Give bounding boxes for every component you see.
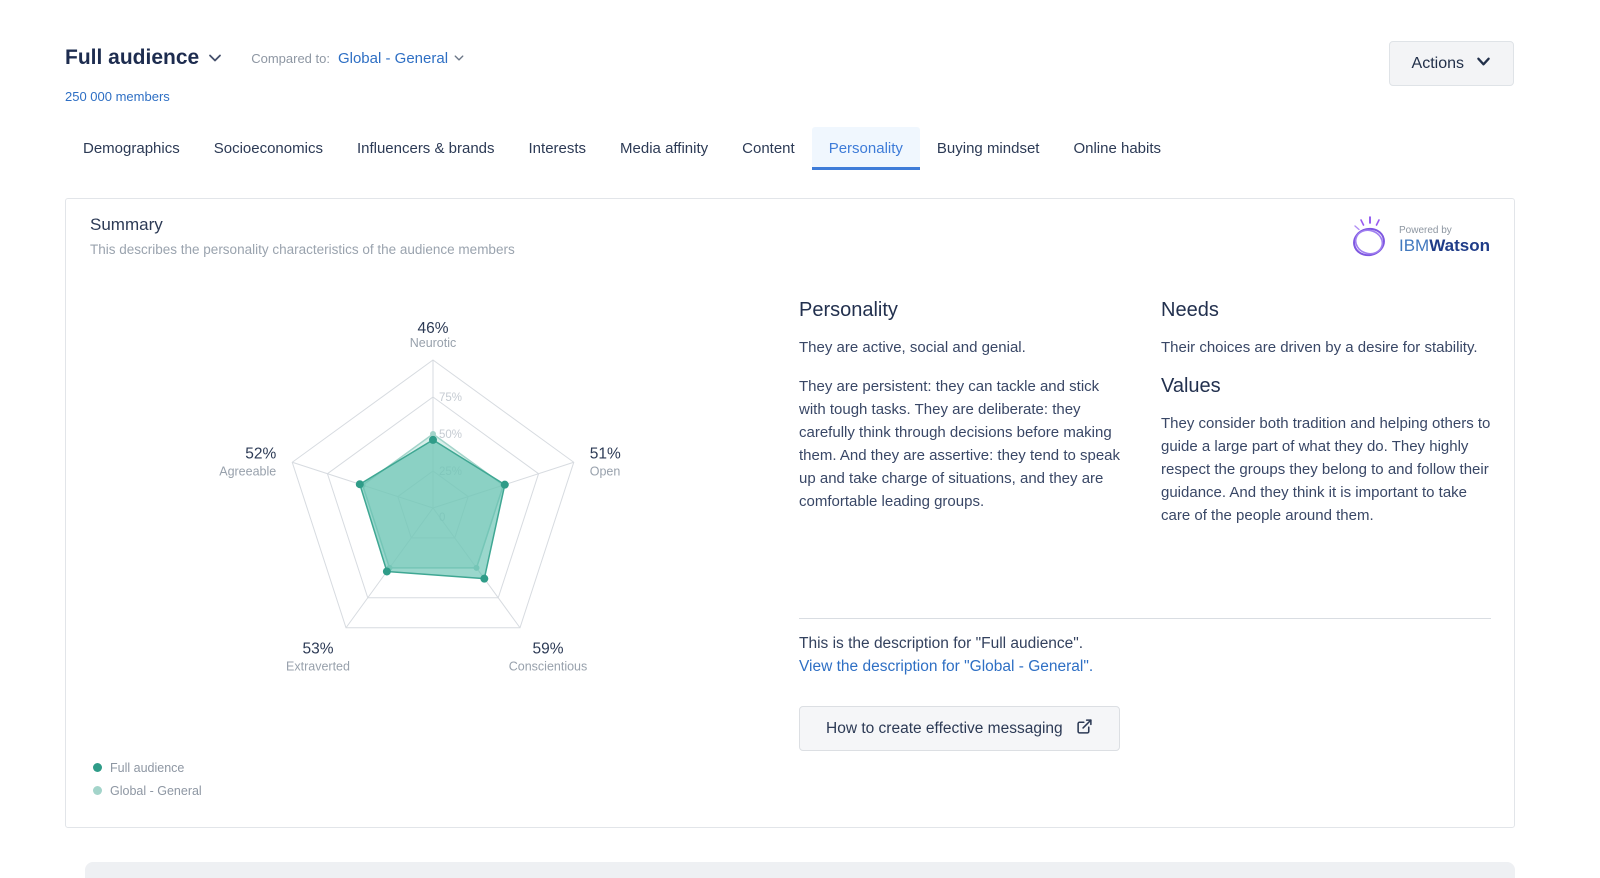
legend-label: Global - General bbox=[110, 783, 202, 798]
next-section-edge bbox=[85, 862, 1515, 878]
legend-item: Global - General bbox=[93, 779, 202, 802]
watson-label: Watson bbox=[1429, 236, 1490, 256]
legend-dot bbox=[93, 786, 102, 795]
summary-card: Summary This describes the personality c… bbox=[65, 198, 1515, 828]
legend-dot bbox=[93, 763, 102, 772]
values-paragraph: They consider both tradition and helping… bbox=[1161, 415, 1491, 524]
radar-tick-label: 50% bbox=[439, 429, 462, 441]
radar-series-point bbox=[480, 574, 489, 583]
compared-to-label: Compared to: bbox=[251, 50, 330, 66]
radar-gridline bbox=[326, 396, 540, 599]
chart-legend: Full audience Global - General bbox=[93, 756, 202, 802]
personality-heading: Personality bbox=[799, 299, 898, 321]
chevron-down-icon[interactable] bbox=[207, 50, 223, 66]
needs-paragraph: Their choices are driven by a desire for… bbox=[1161, 339, 1478, 356]
tab-media-affinity[interactable]: Media affinity bbox=[620, 140, 709, 157]
external-link-icon bbox=[1076, 718, 1093, 740]
watson-wordmark: Powered by IBMWatson bbox=[1399, 225, 1490, 256]
compared-to-selector[interactable]: Global - General bbox=[338, 50, 465, 67]
tab-online-habits[interactable]: Online habits bbox=[1073, 140, 1162, 157]
members-count-link[interactable]: 250 000 members bbox=[65, 89, 170, 104]
radar-axis-value: 51% bbox=[590, 445, 621, 462]
actions-button[interactable]: Actions bbox=[1388, 41, 1514, 86]
tab-influencers-brands[interactable]: Influencers & brands bbox=[356, 140, 495, 157]
divider bbox=[799, 618, 1491, 619]
legend-item: Full audience bbox=[93, 756, 202, 779]
watson-icon bbox=[1348, 215, 1392, 266]
view-other-description-link[interactable]: View the description for "Global - Gener… bbox=[799, 658, 1094, 675]
tab-personality[interactable]: Personality bbox=[811, 127, 920, 170]
chevron-down-icon bbox=[453, 52, 465, 64]
ibm-label: IBM bbox=[1399, 236, 1430, 256]
personality-paragraph: They are active, social and genial. bbox=[799, 339, 1026, 356]
tab-content[interactable]: Content bbox=[742, 140, 795, 157]
legend-label: Full audience bbox=[110, 760, 185, 775]
radar-chart-svg: 75%50%25%046%Neurotic51%Open59%Conscient… bbox=[219, 320, 621, 674]
tab-socioeconomics[interactable]: Socioeconomics bbox=[213, 140, 323, 157]
tab-interests[interactable]: Interests bbox=[528, 140, 587, 157]
description-area: Personality They are active, social and … bbox=[799, 299, 1491, 751]
needs-heading: Needs bbox=[1161, 299, 1219, 321]
radar-chart: 75%50%25%046%Neurotic51%Open59%Conscient… bbox=[66, 287, 806, 767]
chevron-down-icon bbox=[1476, 54, 1491, 74]
radar-axis-value: 46% bbox=[417, 320, 448, 337]
needs-values-section: Needs Their choices are driven by a desi… bbox=[1161, 299, 1491, 618]
header: Full audience Compared to: Global - Gene… bbox=[65, 46, 465, 70]
radar-series-point bbox=[500, 480, 509, 489]
personality-section: Personality They are active, social and … bbox=[799, 299, 1129, 618]
powered-by-label: Powered by bbox=[1399, 225, 1452, 237]
radar-tick-label: 75% bbox=[439, 392, 462, 404]
description-grid: Personality They are active, social and … bbox=[799, 299, 1491, 618]
radar-axis-name: Neurotic bbox=[410, 336, 457, 350]
radar-gridline bbox=[291, 359, 575, 629]
radar-series-point bbox=[355, 480, 364, 489]
effective-messaging-button[interactable]: How to create effective messaging bbox=[799, 706, 1120, 751]
current-description-text: This is the description for "Full audien… bbox=[799, 635, 1084, 652]
watson-logo: Powered by IBMWatson bbox=[1348, 215, 1490, 266]
radar-axis-name: Extraverted bbox=[286, 660, 350, 674]
radar-series-full-audience bbox=[359, 439, 506, 580]
values-heading: Values bbox=[1161, 375, 1221, 397]
radar-series-point bbox=[382, 567, 391, 576]
compared-to-value: Global - General bbox=[337, 49, 449, 67]
radar-axis-name: Open bbox=[590, 464, 621, 478]
radar-axis-value: 53% bbox=[302, 641, 333, 658]
summary-title: Summary bbox=[90, 215, 163, 234]
tab-demographics[interactable]: Demographics bbox=[83, 140, 180, 157]
radar-axis-value: 52% bbox=[245, 445, 276, 462]
radar-axis-name: Conscientious bbox=[509, 660, 588, 674]
tab-bar: Demographics Socioeconomics Influencers & … bbox=[66, 127, 1514, 170]
radar-axis-value: 59% bbox=[532, 641, 563, 658]
radar-series-point bbox=[429, 435, 437, 444]
effective-messaging-label: How to create effective messaging bbox=[826, 719, 1063, 737]
radar-axis-name: Agreeable bbox=[219, 464, 276, 478]
summary-subtitle: This describes the personality character… bbox=[90, 242, 515, 257]
personality-paragraph: They are persistent: they can tackle and… bbox=[799, 378, 1121, 510]
radar-series-point bbox=[430, 431, 436, 437]
actions-button-label: Actions bbox=[1411, 54, 1464, 72]
audience-selector[interactable]: Full audience bbox=[65, 46, 200, 69]
tab-buying-mindset[interactable]: Buying mindset bbox=[936, 140, 1040, 157]
